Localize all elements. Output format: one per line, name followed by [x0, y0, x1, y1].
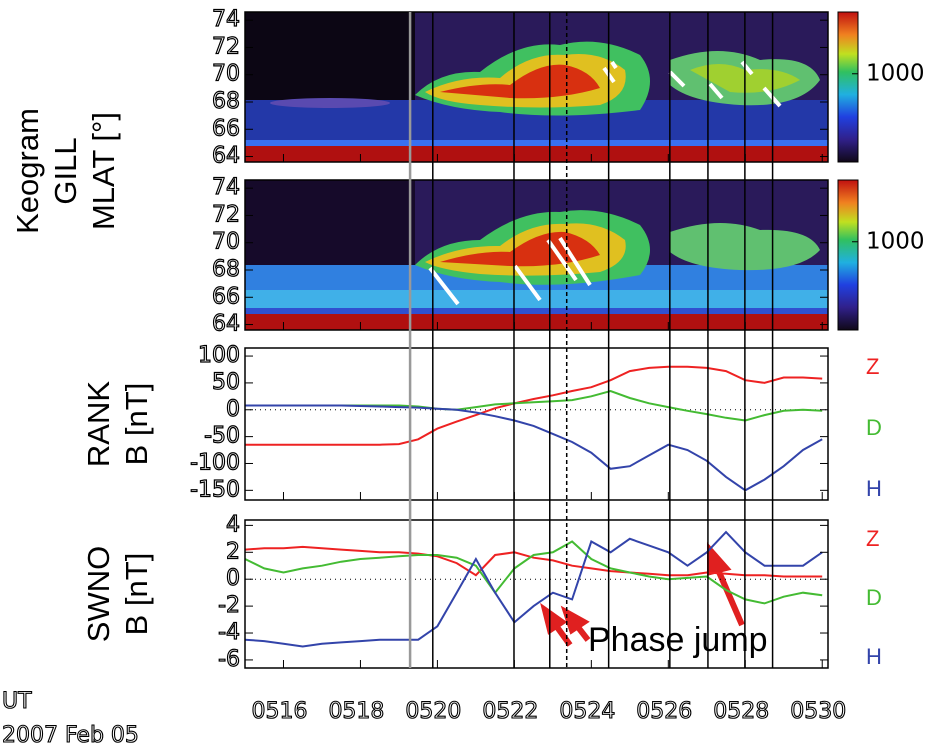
y-tick-label: 66: [212, 284, 240, 309]
series-line: [244, 545, 823, 578]
legend-label: H: [866, 644, 882, 669]
y-axis-title: RANK: [81, 381, 116, 467]
y-tick-label: 64: [212, 312, 240, 337]
date-label: 2007 Feb 05: [2, 723, 139, 748]
y-tick-label: -4: [218, 620, 240, 645]
y-tick-label: 68: [212, 89, 240, 114]
x-tick-label: 0520: [405, 699, 461, 724]
y-tick-label: 68: [212, 257, 240, 282]
y-tick-label: 70: [212, 62, 240, 87]
keogram-image: [245, 180, 828, 330]
x-tick-label: 0524: [559, 699, 615, 724]
y-tick-label: 70: [212, 230, 240, 255]
y-axis-title: Keogram: [10, 108, 45, 234]
y-axis-title: B [nT]: [119, 553, 154, 636]
y-tick-label: 72: [212, 202, 240, 227]
legend-label: H: [866, 476, 882, 501]
y-tick-label: -150: [190, 477, 240, 502]
phase-jump-arrows: [540, 542, 745, 647]
series-line: [245, 365, 823, 446]
x-tick-label: 0518: [328, 699, 384, 724]
y-tick-label: 72: [212, 34, 240, 59]
y-tick-label: 74: [212, 175, 240, 200]
annotation-marks: [428, 236, 592, 306]
y-tick-label: 74: [212, 7, 240, 32]
y-tick-label: 100: [198, 343, 240, 368]
y-tick-label: -2: [218, 593, 240, 618]
y-tick-label: -6: [218, 647, 240, 672]
y-axis-title: MLAT [°]: [86, 112, 121, 230]
y-tick-label: 66: [212, 116, 240, 141]
y-tick-label: 64: [212, 144, 240, 169]
x-tick-label: 0516: [251, 699, 307, 724]
x-tick-label: 0522: [482, 699, 538, 724]
y-axis-title: SWNO: [81, 546, 116, 642]
x-tick-label: 0528: [713, 699, 769, 724]
y-axis-title: GILL: [48, 137, 83, 204]
y-tick-label: -50: [204, 424, 240, 449]
y-tick-label: 0: [226, 397, 240, 422]
y-tick-label: 0: [226, 566, 240, 591]
series-line: [245, 404, 823, 492]
annotation: Phase jump: [588, 621, 768, 659]
y-tick-label: 50: [212, 370, 240, 395]
legend-label: D: [866, 585, 882, 610]
y-tick-label: 2: [226, 539, 240, 564]
y-tick-label: -100: [190, 450, 240, 475]
plot-frame: [244, 11, 829, 163]
plot-frame: [244, 519, 829, 669]
x-axis-title: UT: [2, 689, 32, 714]
legend-label: Z: [866, 354, 879, 379]
x-tick-label: 0526: [636, 699, 692, 724]
legend-label: D: [866, 415, 882, 440]
y-tick-label: 4: [226, 512, 240, 537]
series-line: [244, 540, 823, 605]
colorbar-tick-label: 1000: [866, 228, 925, 254]
legend-label: Z: [866, 526, 879, 551]
colorbar: [837, 179, 859, 331]
x-tick-label: 0530: [790, 699, 846, 724]
plot-frame: [244, 179, 829, 331]
keogram-image: [245, 12, 828, 162]
plot-frame: [244, 347, 829, 501]
series-line: [244, 530, 823, 648]
y-axis-title: B [nT]: [119, 383, 154, 466]
colorbar: [837, 11, 859, 163]
colorbar-tick-label: 1000: [866, 60, 925, 86]
